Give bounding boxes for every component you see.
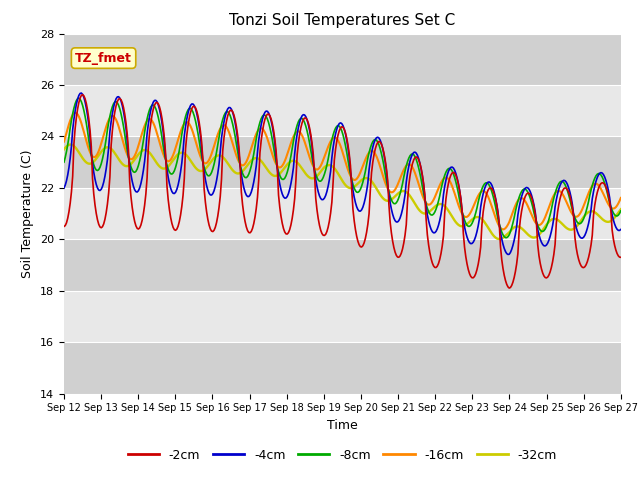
Bar [64,188,621,240]
Text: TZ_fmet: TZ_fmet [75,51,132,65]
Bar [64,240,621,291]
Bar [64,342,621,394]
X-axis label: Time: Time [327,419,358,432]
Y-axis label: Soil Temperature (C): Soil Temperature (C) [22,149,35,278]
Bar [64,34,621,85]
Title: Tonzi Soil Temperatures Set C: Tonzi Soil Temperatures Set C [229,13,456,28]
Bar [64,136,621,188]
Bar [64,291,621,342]
Bar [64,85,621,136]
Legend: -2cm, -4cm, -8cm, -16cm, -32cm: -2cm, -4cm, -8cm, -16cm, -32cm [123,444,562,467]
